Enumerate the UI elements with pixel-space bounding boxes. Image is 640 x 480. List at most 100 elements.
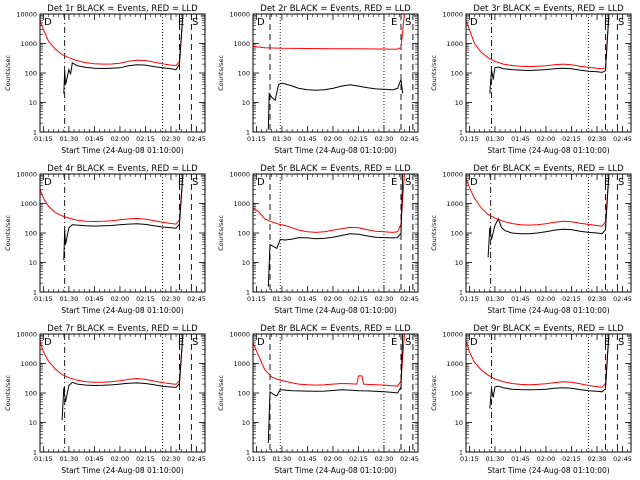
panel-det-8r: Det 8r BLACK = Events, RED = LLD Counts/s… [217, 324, 419, 475]
y-tick-label: 10 [29, 259, 37, 267]
y-axis-label: Counts/sec [4, 375, 12, 411]
x-tick-label: 02:15 [349, 455, 368, 463]
x-tick-label: 02:00 [324, 295, 343, 303]
y-tick-label: 1000 [20, 40, 37, 48]
series-events [489, 14, 610, 94]
y-tick-label: 10000 [442, 331, 463, 339]
marker-e: E [178, 337, 184, 348]
y-tick-label: 10000 [16, 171, 37, 179]
y-tick-label: 10 [455, 99, 463, 107]
marker-d: D [470, 177, 478, 188]
marker-s: S [618, 17, 624, 28]
panel-title: Det 4r BLACK = Events, RED = LLD [47, 164, 198, 174]
marker-s: S [192, 177, 198, 188]
y-tick-label: 10 [455, 259, 463, 267]
x-tick-label: 02:30 [375, 295, 394, 303]
x-tick-label: 02:15 [136, 135, 155, 143]
marker-e: E [178, 177, 184, 188]
panel-title: Det 2r BLACK = Events, RED = LLD [260, 4, 411, 14]
y-tick-label: 10000 [229, 331, 250, 339]
y-axis-label: Counts/sec [430, 375, 438, 411]
x-tick-label: 01:45 [298, 455, 317, 463]
marker-d: D [257, 177, 265, 188]
y-tick-label: 100 [25, 70, 37, 78]
panel-title: Det 5r BLACK = Events, RED = LLD [260, 164, 411, 174]
x-tick-label: 01:15 [247, 295, 266, 303]
x-tick-label: 02:45 [613, 135, 632, 143]
x-tick-label: 02:45 [613, 455, 632, 463]
x-tick-label: 02:15 [349, 295, 368, 303]
y-tick-label: 10000 [442, 11, 463, 19]
y-axis-label: Counts/sec [217, 55, 225, 91]
x-tick-label: 01:30 [486, 295, 505, 303]
plot-frame [465, 333, 632, 453]
x-tick-label: 01:30 [486, 455, 505, 463]
y-tick-label: 10000 [229, 171, 250, 179]
x-tick-label: 02:15 [562, 455, 581, 463]
panel-det-6r: Det 6r BLACK = Events, RED = LLD Counts/s… [430, 164, 632, 315]
series-lld [466, 174, 610, 227]
series-events [63, 174, 184, 261]
x-tick-label: 02:00 [111, 455, 130, 463]
plot-frame [39, 173, 206, 293]
x-axis-label: Start Time (24-Aug-08 01:10:00) [487, 466, 609, 475]
marker-e: E [604, 337, 610, 348]
y-tick-label: 10 [29, 99, 37, 107]
plot-frame [465, 173, 632, 293]
marker-d: D [44, 177, 52, 188]
series-events [267, 334, 404, 444]
x-tick-label: 02:45 [400, 455, 419, 463]
marker-s: S [618, 337, 624, 348]
y-tick-label: 1 [246, 449, 250, 457]
x-axis-label: Start Time (24-Aug-08 01:10:00) [61, 306, 183, 315]
y-tick-label: 1 [246, 289, 250, 297]
y-axis-label: Counts/sec [217, 215, 225, 251]
plot-frame [252, 333, 419, 453]
x-tick-label: 01:15 [247, 455, 266, 463]
x-tick-label: 02:30 [588, 455, 607, 463]
plot-frame [465, 13, 632, 133]
y-tick-label: 10 [242, 419, 250, 427]
x-tick-label: 02:15 [136, 455, 155, 463]
x-tick-label: 02:45 [613, 295, 632, 303]
y-tick-label: 1000 [233, 40, 250, 48]
series-events [63, 14, 184, 94]
y-tick-label: 1 [33, 289, 37, 297]
y-tick-label: 1000 [233, 360, 250, 368]
x-tick-label: 02:30 [588, 135, 607, 143]
y-axis-label: Counts/sec [4, 215, 12, 251]
marker-e: E [391, 337, 397, 348]
x-axis-label: Start Time (24-Aug-08 01:10:00) [274, 466, 396, 475]
x-tick-label: 02:30 [162, 455, 181, 463]
marker-d: D [470, 17, 478, 28]
y-tick-label: 10000 [16, 11, 37, 19]
marker-d: D [470, 337, 478, 348]
marker-e: E [178, 17, 184, 28]
x-tick-label: 02:45 [187, 455, 206, 463]
series-events [267, 79, 404, 130]
y-tick-label: 1000 [446, 200, 463, 208]
y-tick-label: 1000 [446, 40, 463, 48]
x-tick-label: 01:30 [273, 295, 292, 303]
plot-frame [252, 13, 419, 133]
panel-title: Det 1r BLACK = Events, RED = LLD [47, 4, 198, 14]
x-tick-label: 01:45 [85, 135, 104, 143]
y-tick-label: 100 [451, 70, 463, 78]
y-tick-label: 10 [455, 419, 463, 427]
marker-s: S [405, 17, 411, 28]
y-tick-label: 10 [29, 419, 37, 427]
series-lld [40, 334, 184, 385]
x-tick-label: 02:30 [162, 135, 181, 143]
y-tick-label: 100 [238, 230, 250, 238]
y-tick-label: 100 [238, 390, 250, 398]
y-tick-label: 10000 [442, 171, 463, 179]
y-tick-label: 1 [459, 289, 463, 297]
marker-d: D [257, 337, 265, 348]
panel-det-2r: Det 2r BLACK = Events, RED = LLD Counts/s… [217, 4, 419, 155]
plot-frame [39, 13, 206, 133]
panel-title: Det 9r BLACK = Events, RED = LLD [473, 324, 624, 334]
series-lld [466, 334, 610, 388]
x-tick-label: 01:30 [273, 135, 292, 143]
series-events [61, 334, 184, 421]
